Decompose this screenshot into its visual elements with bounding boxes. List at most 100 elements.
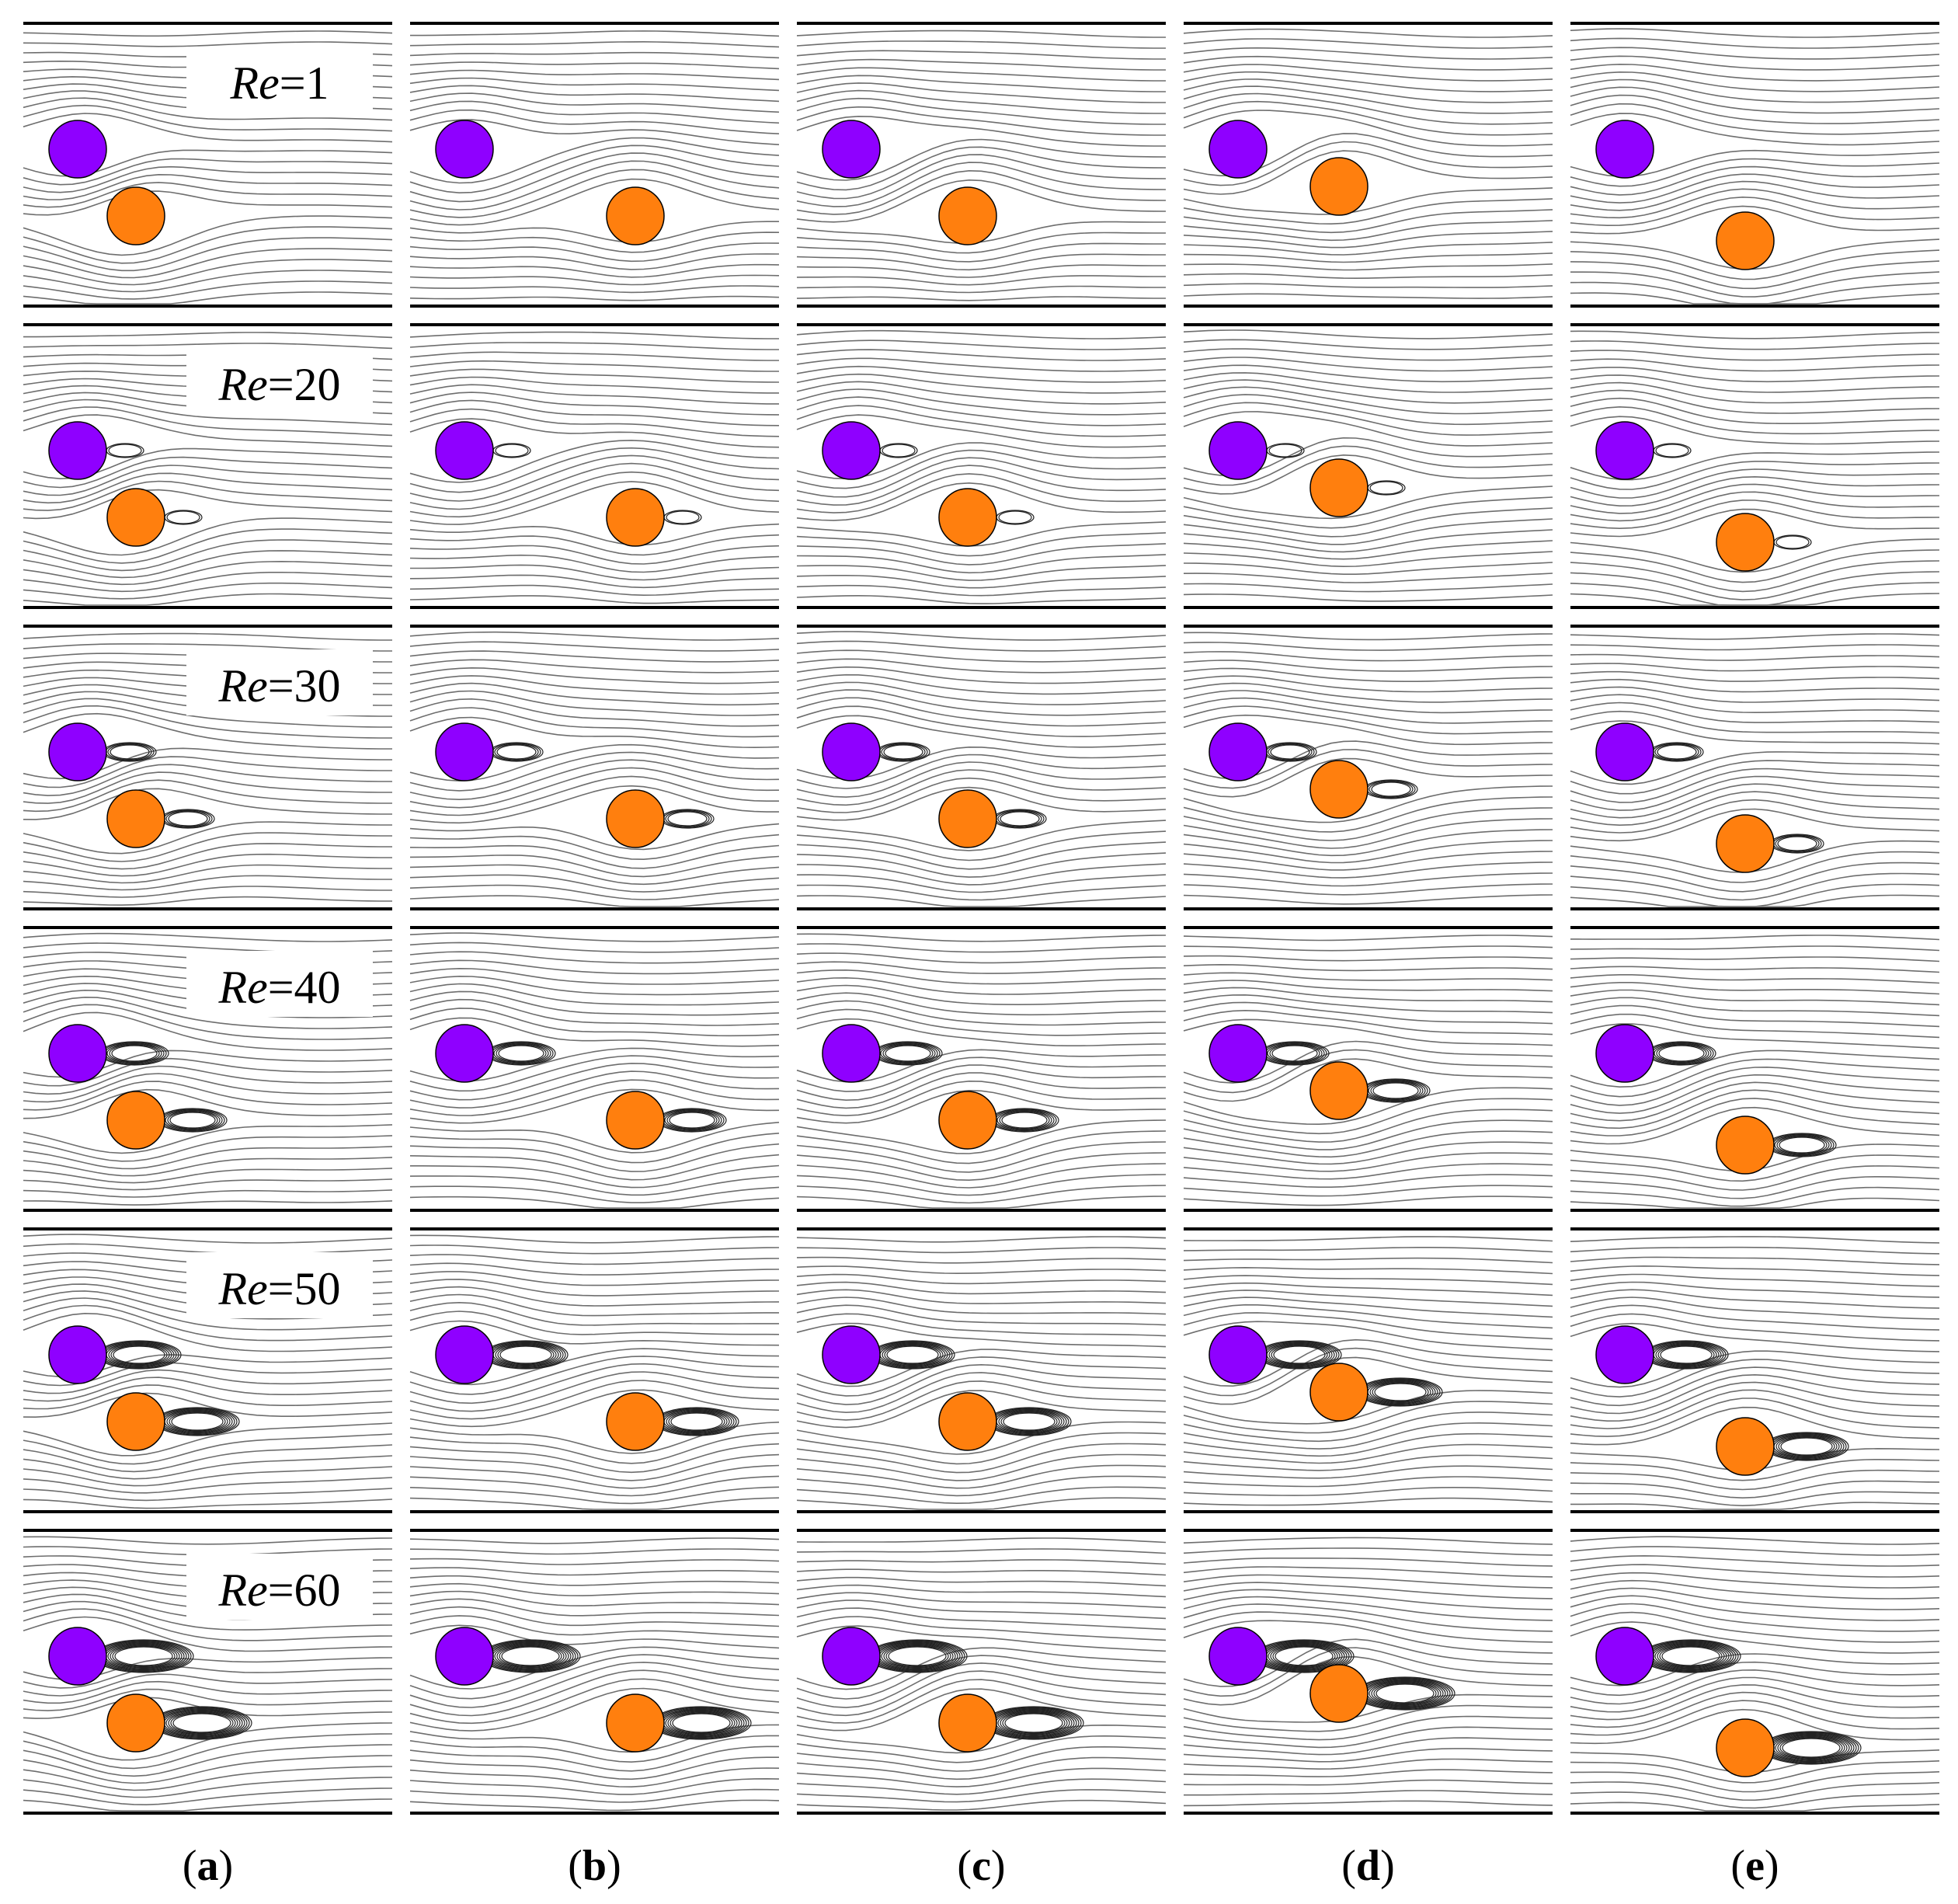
wake-vortex bbox=[1269, 1044, 1320, 1063]
streamline bbox=[409, 1185, 780, 1203]
streamline bbox=[1183, 110, 1553, 147]
streamline bbox=[796, 631, 1167, 641]
streamline bbox=[409, 1662, 780, 1708]
streamline bbox=[23, 1466, 393, 1487]
wake-vortex bbox=[1003, 1412, 1056, 1431]
streamline bbox=[409, 844, 780, 869]
streamline bbox=[1183, 1589, 1553, 1610]
streamline bbox=[1183, 198, 1553, 225]
streamline bbox=[1183, 28, 1553, 38]
streamline bbox=[1183, 1486, 1553, 1496]
streamline bbox=[23, 1766, 393, 1791]
downstream-cylinder bbox=[1309, 1664, 1369, 1723]
streamline bbox=[1183, 1566, 1553, 1578]
wake-vortex bbox=[879, 443, 918, 458]
streamline bbox=[1183, 1655, 1553, 1706]
streamline bbox=[796, 841, 1167, 870]
streamline bbox=[409, 169, 780, 218]
wake-vortex bbox=[1653, 443, 1692, 458]
wake-vortex bbox=[109, 1044, 160, 1063]
streamline bbox=[1570, 1389, 1940, 1429]
streamline bbox=[1570, 173, 1940, 204]
wake-vortex bbox=[997, 810, 1042, 827]
streamline bbox=[1183, 1737, 1553, 1756]
streamline bbox=[1183, 1196, 1553, 1206]
streamline bbox=[409, 1271, 780, 1286]
wake-vortex bbox=[108, 1344, 170, 1366]
streamline bbox=[1183, 1647, 1553, 1697]
streamline bbox=[1570, 935, 1940, 941]
streamline bbox=[23, 1234, 393, 1244]
streamline bbox=[1183, 283, 1553, 288]
wake-vortex bbox=[113, 1345, 165, 1364]
streamline bbox=[409, 1008, 780, 1037]
upstream-cylinder bbox=[1595, 722, 1654, 781]
streamline bbox=[796, 1670, 1167, 1717]
streamline bbox=[796, 674, 1167, 695]
streamline bbox=[409, 1486, 780, 1505]
streamline bbox=[796, 984, 1167, 1006]
downstream-cylinder bbox=[1716, 211, 1775, 270]
wake-vortex bbox=[1372, 1382, 1429, 1402]
wake-vortex bbox=[496, 744, 537, 760]
streamline bbox=[409, 698, 780, 727]
wake-vortex bbox=[164, 1410, 231, 1433]
streamline bbox=[1570, 1106, 1940, 1145]
streamline bbox=[1570, 292, 1940, 305]
streamline bbox=[409, 990, 780, 1016]
streamline bbox=[23, 1600, 393, 1631]
streamline bbox=[796, 1592, 1167, 1609]
streamline bbox=[409, 675, 780, 695]
streamline bbox=[796, 1247, 1167, 1254]
streamline bbox=[796, 457, 1167, 498]
flow-panel bbox=[1183, 625, 1553, 910]
streamline bbox=[796, 1152, 1167, 1182]
streamline bbox=[1570, 956, 1940, 962]
streamline bbox=[1570, 549, 1940, 583]
streamline bbox=[796, 1453, 1167, 1481]
streamline bbox=[796, 1356, 1167, 1397]
wake-vortex bbox=[995, 1710, 1073, 1736]
streamline bbox=[1570, 872, 1940, 901]
wake-vortex bbox=[1000, 1411, 1058, 1432]
streamline bbox=[409, 1311, 780, 1335]
streamline bbox=[1183, 1152, 1553, 1172]
streamline bbox=[23, 259, 393, 286]
streamline bbox=[1183, 861, 1553, 879]
streamline bbox=[1183, 1758, 1553, 1770]
streamline bbox=[409, 384, 779, 405]
wake-vortex bbox=[878, 1043, 938, 1064]
streamline bbox=[23, 226, 393, 264]
streamline bbox=[409, 523, 780, 546]
wake-vortex bbox=[662, 1109, 722, 1131]
wake-vortex bbox=[1772, 1134, 1832, 1156]
wake-vortex bbox=[1366, 780, 1416, 799]
streamline bbox=[23, 712, 392, 750]
streamline bbox=[796, 67, 1166, 82]
streamline bbox=[1570, 1536, 1940, 1545]
streamline bbox=[796, 339, 1167, 350]
streamline bbox=[23, 843, 392, 870]
streamline bbox=[409, 408, 780, 437]
streamline bbox=[1183, 796, 1553, 833]
column-label: (b) bbox=[568, 1842, 621, 1890]
re-symbol: Re bbox=[217, 1565, 267, 1616]
upstream-cylinder bbox=[822, 722, 881, 781]
streamline bbox=[1570, 686, 1940, 703]
wake-vortex bbox=[162, 1109, 223, 1131]
streamline bbox=[409, 1756, 779, 1780]
streamline bbox=[409, 707, 780, 738]
wake-vortex bbox=[169, 1112, 216, 1129]
streamline bbox=[23, 1744, 393, 1777]
figure-row: Re=20 bbox=[23, 323, 1940, 609]
streamline bbox=[1570, 1661, 1940, 1697]
streamline bbox=[1183, 209, 1553, 234]
streamline bbox=[23, 771, 392, 804]
streamline bbox=[796, 1313, 1167, 1337]
streamline bbox=[796, 786, 1167, 821]
streamline bbox=[796, 1349, 1167, 1387]
streamline bbox=[23, 764, 392, 796]
streamline bbox=[1183, 593, 1553, 602]
wake-vortex bbox=[1000, 1711, 1068, 1735]
streamline bbox=[1570, 475, 1940, 507]
